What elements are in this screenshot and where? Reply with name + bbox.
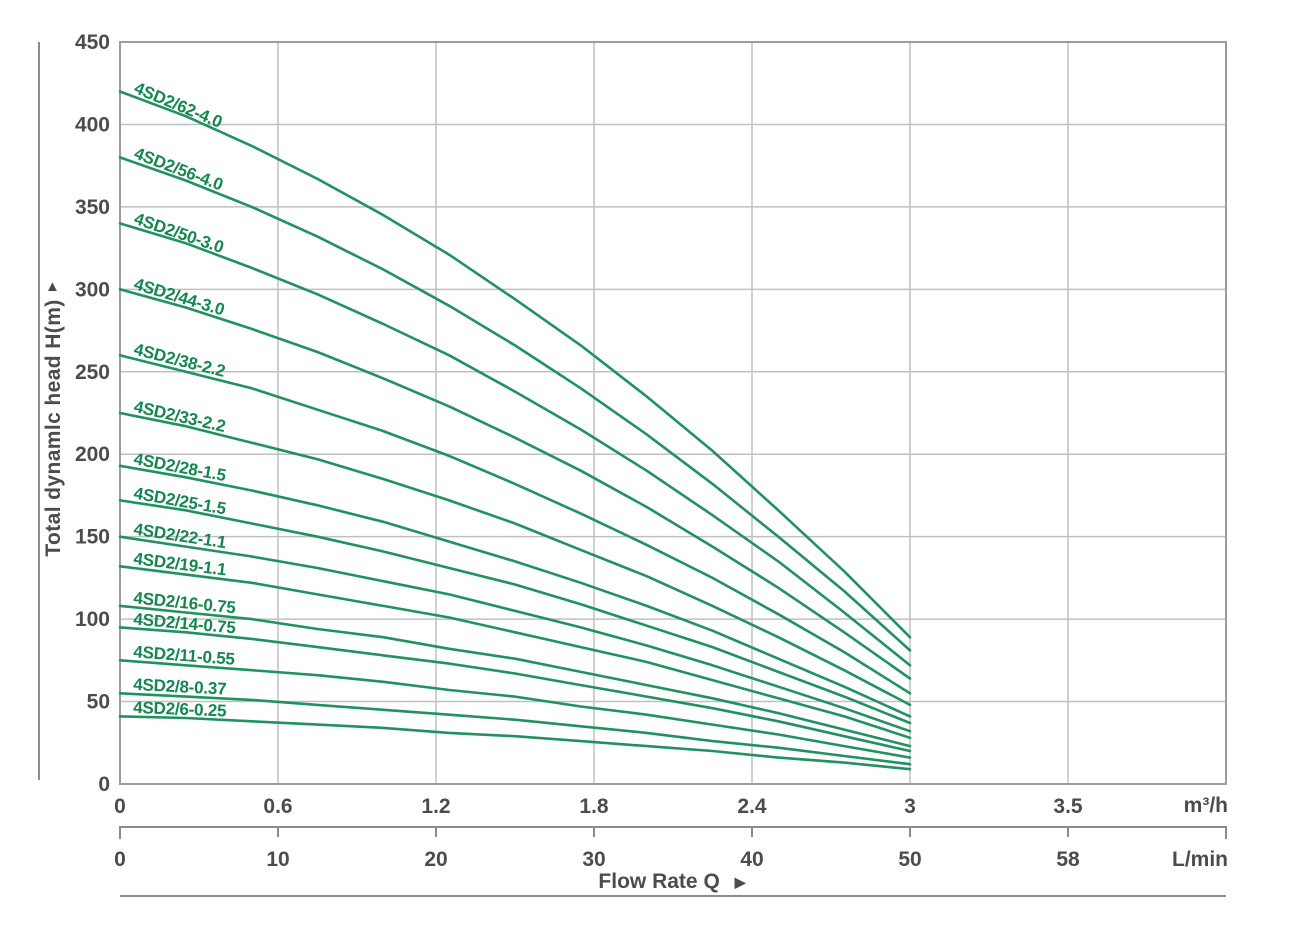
- curve-label: 4SD2/38-2.2: [132, 340, 227, 381]
- pump-curve: [118, 90, 912, 639]
- x-tick-label-m3h: 1.2: [421, 795, 450, 818]
- curve-label: 4SD2/33-2.2: [132, 397, 227, 436]
- pump-curve: [118, 691, 912, 766]
- y-tick-label: 50: [87, 691, 110, 714]
- pump-curve: [118, 353, 912, 695]
- pump-curve: [118, 658, 912, 759]
- y-tick-label: 400: [75, 113, 110, 136]
- curve-label: 4SD2/6-0.25: [133, 698, 227, 721]
- y-tick-label: 250: [75, 361, 110, 384]
- pump-curve: [118, 464, 912, 718]
- pump-curve: [118, 499, 912, 725]
- y-axis-up-arrow-icon: ▲: [45, 278, 60, 295]
- pump-curve: [118, 564, 912, 740]
- x-tick-label-lmin: 30: [582, 848, 605, 871]
- curve-label: 4SD2/56-4.0: [132, 144, 226, 195]
- curve-label: 4SD2/25-1.5: [132, 484, 227, 519]
- pump-curve: [118, 715, 912, 771]
- y-axis-title: Total dynamlc head H(m): [42, 299, 65, 557]
- y-tick-label: 100: [75, 608, 110, 631]
- pump-curve: [118, 156, 912, 652]
- x-tick-label-m3h: 2.4: [737, 795, 767, 818]
- x-axis-unit-lmin: L/min: [1172, 848, 1228, 871]
- x-tick-label-lmin: 0: [114, 848, 126, 871]
- x-axis-title-label: Flow Rate Q: [598, 870, 720, 893]
- x-tick-label-lmin: 58: [1056, 848, 1080, 871]
- curve-label: 4SD2/11-0.55: [133, 642, 236, 669]
- curve-label: 4SD2/22-1.1: [132, 520, 227, 553]
- lmin-axis-bracket: [119, 826, 1227, 839]
- x-tick-label-lmin: 20: [424, 848, 447, 871]
- x-axis-unit-m3h: m³/h: [1183, 794, 1228, 817]
- x-tick-label-m3h: 1.8: [579, 795, 609, 818]
- pump-curve: [118, 535, 912, 733]
- x-tick-label-lmin: 50: [898, 848, 921, 871]
- curve-label: 4SD2/50-3.0: [132, 209, 226, 257]
- x-tick-label-m3h: 0: [114, 795, 126, 818]
- x-tick-label-lmin: 40: [740, 848, 763, 871]
- curve-label: 4SD2/8-0.37: [133, 675, 227, 699]
- y-tick-label: 300: [75, 278, 110, 301]
- x-tick-label-m3h: 0.6: [263, 795, 292, 818]
- x-tick-label-m3h: 3: [904, 795, 916, 818]
- pump-curve: [118, 222, 912, 667]
- y-tick-label: 350: [75, 196, 110, 219]
- y-tick-label: 150: [75, 526, 110, 549]
- pump-curve: [118, 411, 912, 707]
- pump-curve: [118, 626, 912, 753]
- x-tick-label-lmin: 10: [266, 848, 289, 871]
- pump-curve: [118, 287, 912, 680]
- right-arrow-icon: ▶: [734, 874, 746, 890]
- y-tick-label: 450: [75, 31, 110, 54]
- pump-curve: [118, 604, 912, 748]
- y-tick-label: 200: [75, 443, 110, 466]
- x-axis-title: Flow Rate Q ▶: [598, 870, 745, 894]
- x-tick-label-m3h: 3.5: [1053, 795, 1083, 818]
- y-tick-label: 0: [98, 773, 110, 796]
